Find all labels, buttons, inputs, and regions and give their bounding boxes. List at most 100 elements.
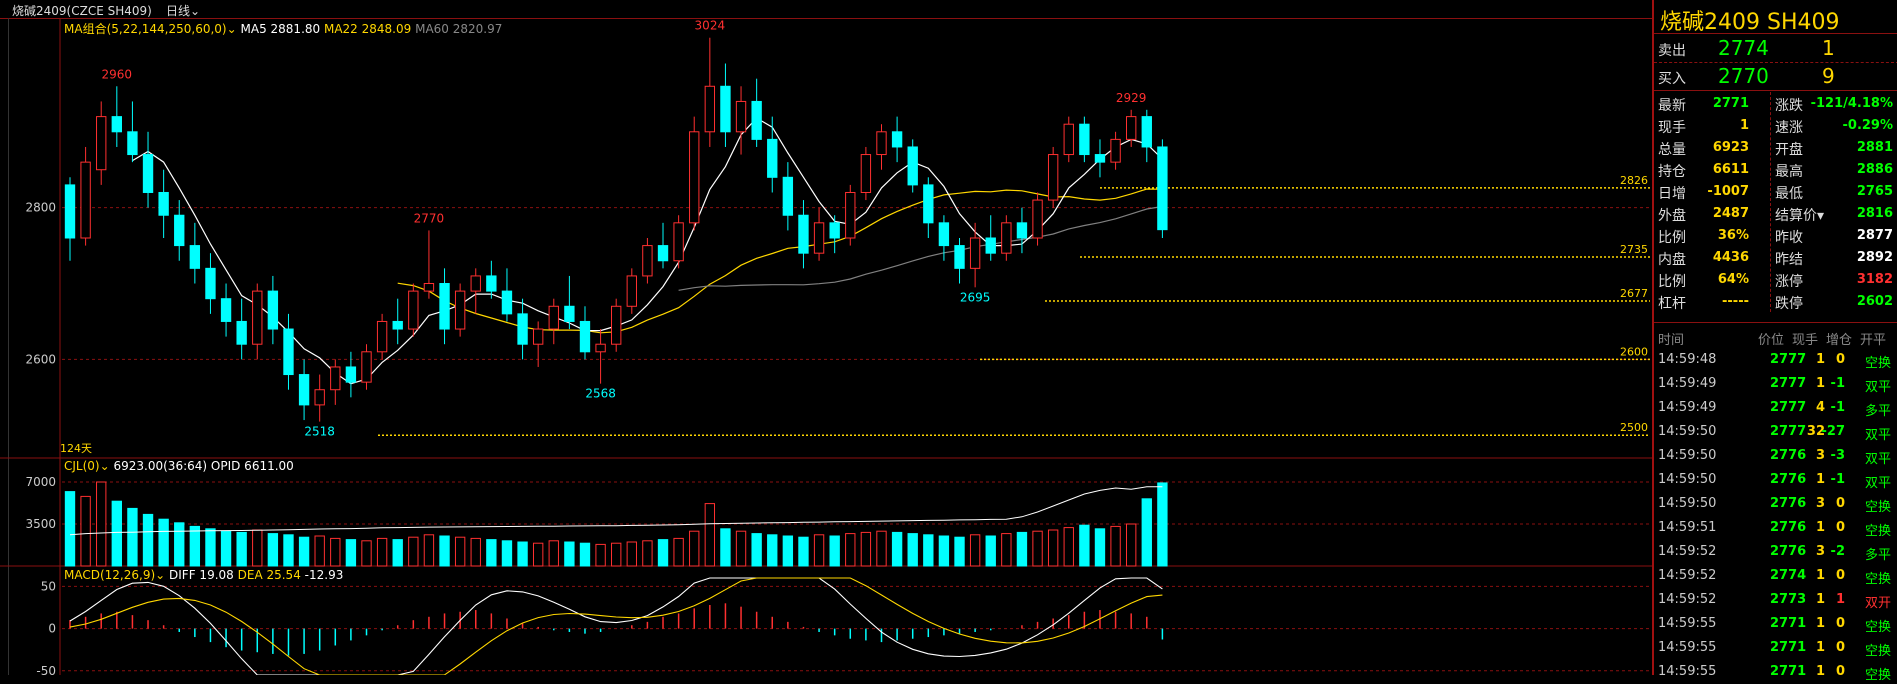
- quote-label: 现手: [1658, 120, 1686, 136]
- volume-bar: [1126, 523, 1137, 567]
- volume-bar: [1079, 524, 1090, 567]
- volume-bar: [517, 541, 528, 567]
- volume-bar: [408, 536, 419, 567]
- level-label: 2677: [1620, 287, 1648, 300]
- quote-row: 日增 -1007 最低 2765: [1654, 180, 1897, 202]
- tick-row[interactable]: 14:59:55 2771 1 0 空换: [1654, 612, 1897, 636]
- tick-row[interactable]: 14:59:55 2771 1 0 空换: [1654, 660, 1897, 684]
- volume-bar: [96, 481, 107, 567]
- tick-row[interactable]: 14:59:55 2771 1 0 空换: [1654, 636, 1897, 660]
- tick-price: 2771: [1770, 616, 1807, 631]
- macd-label: MACD(12,26,9): [64, 568, 156, 582]
- volume-bar: [439, 535, 450, 567]
- candle-body: [236, 320, 247, 345]
- ma22-line: [397, 188, 1163, 334]
- extreme-price-label: 2695: [960, 290, 991, 304]
- diff-line: [69, 577, 1163, 675]
- kline-chart[interactable]: 2800 2600 2826 2735 2677 2600 2500 3024 2960 2770…: [0, 0, 1652, 675]
- symbol-label[interactable]: 烧碱2409(CZCE SH409): [12, 4, 152, 18]
- tick-row[interactable]: 14:59:50 2776 1 -1 双平: [1654, 468, 1897, 492]
- tick-time: 14:59:51: [1658, 520, 1717, 535]
- quote-row: 持仓 6611 最高 2886: [1654, 158, 1897, 180]
- tick-row[interactable]: 14:59:50 2776 3 0 空换: [1654, 492, 1897, 516]
- tick-type: 双开: [1864, 596, 1891, 611]
- candle-body: [595, 343, 606, 353]
- volume-bar: [969, 534, 981, 567]
- quote-value: 36%: [1717, 228, 1749, 243]
- quote-label-2: 跌停: [1775, 296, 1803, 312]
- volume-bar: [907, 533, 918, 567]
- tick-type: 空换: [1864, 356, 1891, 371]
- tick-header: 时间 价位 现手 增仓 开平: [1654, 326, 1897, 348]
- tick-price: 2771: [1770, 640, 1807, 655]
- candle-body: [813, 222, 825, 254]
- quote-value: -1007: [1707, 184, 1749, 199]
- candle-body: [127, 131, 138, 156]
- candle-body: [564, 305, 575, 322]
- tick-quantity: 1: [1815, 376, 1825, 391]
- tick-row[interactable]: 14:59:52 2773 1 1 双开: [1654, 588, 1897, 612]
- candle-body: [1126, 116, 1137, 140]
- tick-row[interactable]: 14:59:51 2776 1 0 空换: [1654, 516, 1897, 540]
- candle-body: [454, 290, 466, 330]
- quote-value: 6923: [1712, 140, 1749, 155]
- tick-row[interactable]: 14:59:52 2774 1 0 空换: [1654, 564, 1897, 588]
- volume-bar: [127, 507, 138, 567]
- tick-row[interactable]: 14:59:50 2777 32 -27 双平: [1654, 420, 1897, 444]
- tick-row[interactable]: 14:59:48 2777 1 0 空换: [1654, 348, 1897, 372]
- volume-bar: [454, 536, 466, 567]
- tick-time: 14:59:50: [1658, 496, 1717, 511]
- quote-row: 比例 36% 昨收 2877: [1654, 224, 1897, 246]
- tick-row[interactable]: 14:59:49 2777 4 -1 多平: [1654, 396, 1897, 420]
- tick-time: 14:59:49: [1658, 376, 1717, 391]
- extreme-price-label: 3024: [695, 19, 726, 33]
- macd-indicator-legend[interactable]: MACD(12,26,9)⌄ DIFF 19.08 DEA 25.54 -12.…: [64, 568, 343, 582]
- volume-value: 6923.00(36:64): [113, 459, 208, 473]
- extreme-price-label: 2518: [304, 425, 335, 439]
- candle-body: [704, 85, 716, 133]
- quote-row: 杠杆 ----- 跌停 2602: [1654, 290, 1897, 312]
- left-edge-strip: [0, 18, 9, 675]
- candle-body: [626, 275, 637, 307]
- candle-body: [782, 176, 794, 216]
- volume-bar: [829, 535, 840, 567]
- candle-body: [96, 116, 107, 171]
- tick-row[interactable]: 14:59:50 2776 3 -3 双平: [1654, 444, 1897, 468]
- sell-row[interactable]: 卖出 2774 1: [1654, 35, 1897, 61]
- volume-bar: [470, 537, 481, 567]
- volume-bar: [1063, 527, 1074, 567]
- tick-type: 多平: [1864, 404, 1891, 419]
- quote-value-2: 2886: [1856, 162, 1893, 177]
- main-indicator-legend[interactable]: MA组合(5,22,144,250,60,0)⌄ MA5 2881.80 MA2…: [64, 20, 502, 37]
- tick-quantity: 1: [1815, 592, 1825, 607]
- tick-header-cell: 开平: [1860, 333, 1887, 348]
- candle-body: [876, 131, 887, 156]
- tick-price: 2776: [1770, 544, 1807, 559]
- level-label: 2735: [1620, 243, 1648, 256]
- candle-body: [985, 237, 996, 254]
- volume-bar: [1016, 531, 1028, 567]
- extreme-price-label: 2568: [585, 387, 616, 401]
- volume-indicator-legend[interactable]: CJL(0)⌄ 6923.00(36:64) OPID 6611.00: [64, 459, 294, 473]
- quote-row: 比例 64% 涨停 3182: [1654, 268, 1897, 290]
- volume-bar: [673, 537, 684, 567]
- tick-row[interactable]: 14:59:49 2777 1 -1 双平: [1654, 372, 1897, 396]
- quote-value: 2771: [1712, 96, 1749, 111]
- candle-body: [501, 290, 513, 315]
- tick-quantity: 1: [1815, 472, 1825, 487]
- volume-bar: [298, 536, 310, 567]
- tick-time: 14:59:49: [1658, 400, 1717, 415]
- candle-body: [845, 191, 856, 239]
- candle-body: [1110, 138, 1121, 163]
- quote-panel: 烧碱2409 SH409 卖出 2774 1 买入 2770 9 最新 2771 涨…: [1652, 0, 1897, 683]
- macd-hist-value: -12.93: [304, 568, 344, 582]
- buy-row[interactable]: 买入 2770 9: [1654, 63, 1897, 89]
- tick-type: 空换: [1864, 572, 1891, 587]
- level-label: 2826: [1620, 174, 1648, 187]
- tick-row[interactable]: 14:59:52 2776 3 -2 多平: [1654, 540, 1897, 564]
- ma60-value: MA60 2820.97: [415, 22, 503, 36]
- extreme-price-label: 2960: [102, 67, 133, 81]
- period-selector[interactable]: 日线⌄: [166, 2, 200, 19]
- tick-price: 2771: [1770, 664, 1807, 679]
- tick-time: 14:59:52: [1658, 544, 1717, 559]
